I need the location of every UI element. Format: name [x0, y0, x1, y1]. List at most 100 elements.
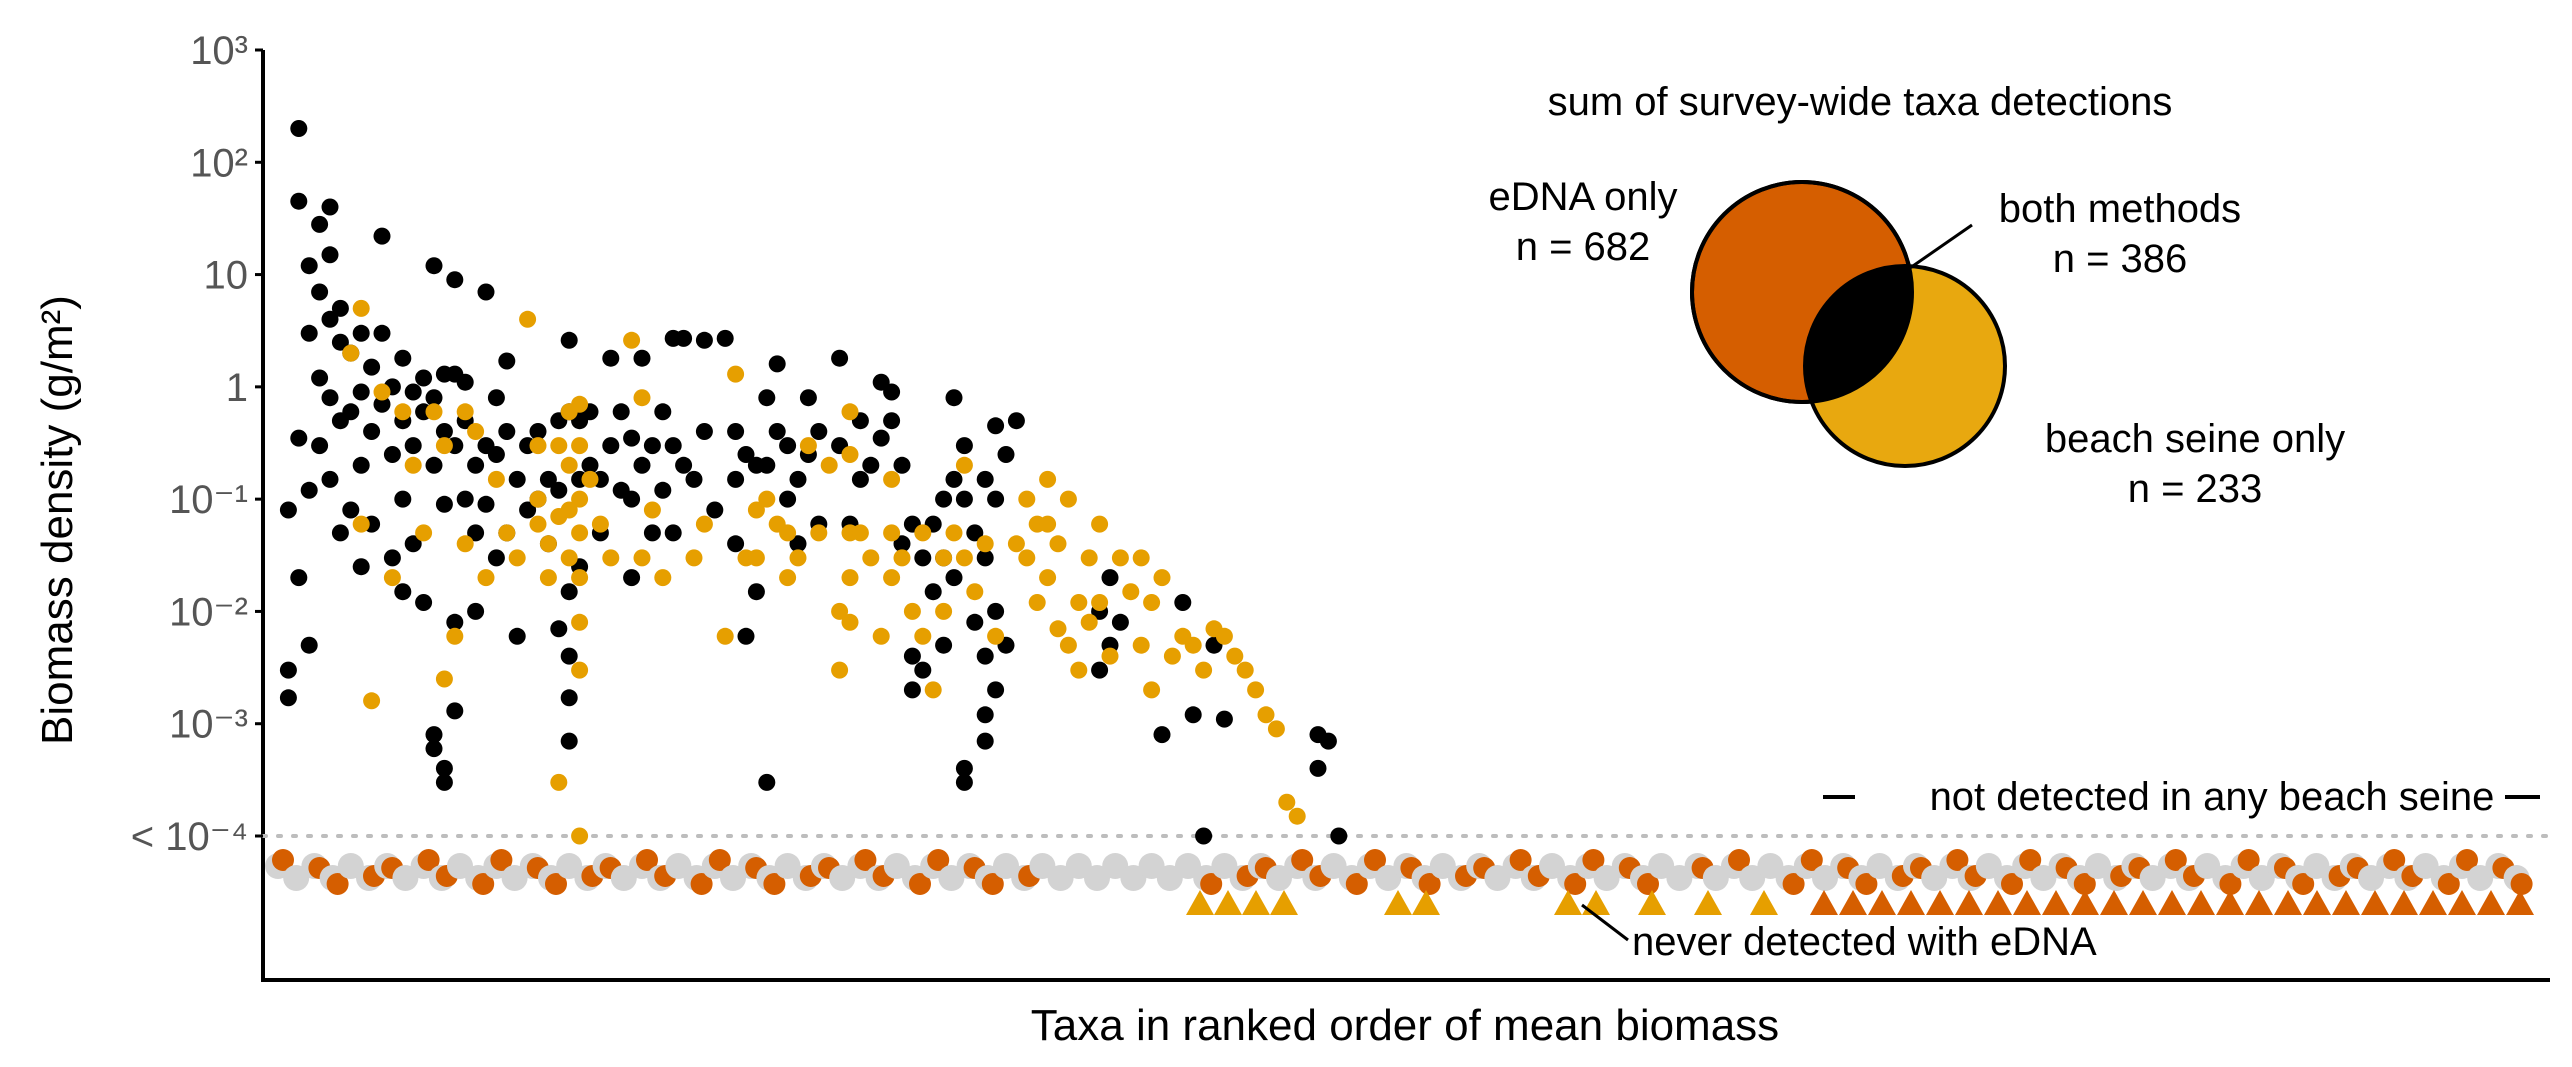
beach-seine-only-point — [1018, 549, 1036, 567]
both-methods-point — [352, 456, 370, 474]
both-methods-point — [675, 456, 693, 474]
both-methods-point — [893, 535, 911, 553]
beach-seine-only-point — [758, 490, 776, 508]
beach-seine-only-point — [633, 549, 651, 567]
edna-only-point — [909, 873, 931, 895]
beach-seine-only-point — [685, 549, 703, 567]
both-methods-point — [976, 647, 994, 665]
beach-seine-only-point — [1049, 620, 1067, 638]
beach-seine-only-point — [1028, 594, 1046, 611]
beach-seine-only-point — [1039, 515, 1057, 533]
both-methods-point — [955, 437, 973, 455]
both-methods-point — [883, 383, 901, 401]
beach-seine-only-point — [955, 456, 973, 474]
both-methods-point — [789, 535, 807, 553]
edna-only-point — [2383, 849, 2406, 871]
beach-seine-only-point — [571, 395, 589, 413]
beach-seine-only-point — [643, 501, 661, 519]
beach-seine-only-point — [789, 549, 807, 567]
beach-seine-only-point — [1267, 720, 1285, 738]
both-methods-point — [508, 627, 526, 645]
both-methods-point — [872, 429, 890, 447]
beach-seine-only-point — [914, 524, 932, 542]
both-methods-point — [311, 437, 329, 455]
both-methods-point — [955, 490, 973, 508]
beach-seine-only-point — [1080, 549, 1098, 567]
both-methods-point — [997, 446, 1015, 463]
both-methods-point — [373, 324, 391, 342]
both-methods-point — [342, 403, 360, 421]
both-methods-point — [279, 661, 297, 679]
both-methods-point — [477, 495, 495, 513]
never-edna-triangle — [2245, 890, 2273, 915]
beach-seine-only-point — [571, 827, 589, 845]
beach-seine-only-point — [602, 549, 620, 567]
both-methods-point — [810, 423, 828, 440]
both-methods-point — [550, 481, 568, 499]
both-methods-point — [394, 583, 412, 601]
both-methods-point — [976, 549, 994, 567]
edna-only-point — [1200, 873, 1223, 895]
both-methods-point — [737, 446, 755, 463]
both-methods-point — [300, 324, 318, 342]
edna-only-point — [2164, 849, 2187, 871]
beach-seine-only-point — [727, 365, 745, 383]
never-edna-triangle — [1810, 890, 1838, 915]
edna-only-point — [854, 849, 877, 871]
venn-both-label: both methods — [1999, 187, 2241, 231]
both-methods-point — [498, 423, 516, 440]
venn-both-n: n = 386 — [2053, 237, 2188, 281]
edna-only-point — [1855, 873, 1878, 895]
beach-seine-only-point — [352, 515, 370, 533]
not-detected-label: not detected in any beach seine — [1930, 775, 2495, 819]
both-methods-point — [435, 759, 453, 777]
both-methods-point — [643, 524, 661, 542]
both-methods-point — [550, 620, 568, 638]
beach-seine-only-point — [571, 524, 589, 542]
never-edna-triangle — [1955, 890, 1983, 915]
beach-seine-only-point — [779, 524, 797, 542]
both-methods-point — [862, 456, 880, 474]
both-methods-point — [789, 470, 807, 488]
never-edna-triangle — [1270, 890, 1298, 915]
beach-seine-only-point — [529, 490, 547, 508]
both-methods-point — [966, 613, 984, 631]
y-axis-title: Biomass density (g/m²) — [33, 295, 82, 745]
beach-seine-only-point — [539, 569, 557, 587]
never-edna-triangle — [2216, 890, 2244, 915]
y-tick-label: 10² — [190, 141, 248, 185]
beach-seine-only-point — [363, 692, 381, 710]
both-methods-point — [446, 613, 464, 631]
both-methods-point — [654, 403, 672, 421]
both-methods-point — [987, 681, 1005, 699]
beach-seine-only-point — [893, 549, 911, 567]
both-methods-point — [300, 257, 318, 275]
edna-only-point — [2219, 873, 2242, 895]
never-edna-triangle — [2506, 890, 2534, 915]
beach-seine-only-point — [404, 456, 422, 474]
beach-seine-only-point — [966, 583, 984, 601]
both-methods-point — [404, 383, 422, 401]
both-methods-point — [290, 120, 308, 137]
beach-seine-only-point — [1288, 807, 1306, 825]
both-methods-point — [945, 569, 963, 587]
both-methods-point — [966, 524, 984, 542]
beach-seine-only-point — [435, 670, 453, 688]
both-methods-point — [924, 583, 942, 601]
beach-seine-only-point — [1143, 681, 1161, 699]
both-methods-point — [373, 227, 391, 245]
y-ticks: 10³ 10² 10 1 10⁻¹ 10⁻² 10⁻³ < 10⁻⁴ — [131, 29, 263, 859]
never-edna-triangle — [2100, 890, 2128, 915]
edna-only-point — [2437, 873, 2460, 895]
both-methods-point — [747, 583, 765, 601]
both-methods-point — [311, 215, 329, 233]
annotations: Taxa in ranked order of mean biomass Bio… — [33, 295, 2540, 1050]
both-methods-point — [435, 773, 453, 791]
both-methods-point — [987, 602, 1005, 620]
both-methods-point — [945, 470, 963, 488]
edna-only-point — [1728, 849, 1750, 871]
beach-seine-only-point — [487, 470, 505, 488]
both-methods-point — [768, 423, 786, 440]
beach-seine-only-point — [654, 569, 672, 587]
both-methods-point — [394, 349, 412, 367]
